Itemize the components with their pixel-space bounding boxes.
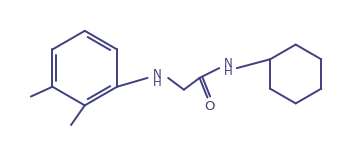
Text: N: N — [224, 57, 232, 70]
Text: N: N — [153, 69, 162, 81]
Text: H: H — [153, 76, 162, 89]
Text: H: H — [224, 65, 232, 78]
Text: O: O — [204, 100, 215, 113]
